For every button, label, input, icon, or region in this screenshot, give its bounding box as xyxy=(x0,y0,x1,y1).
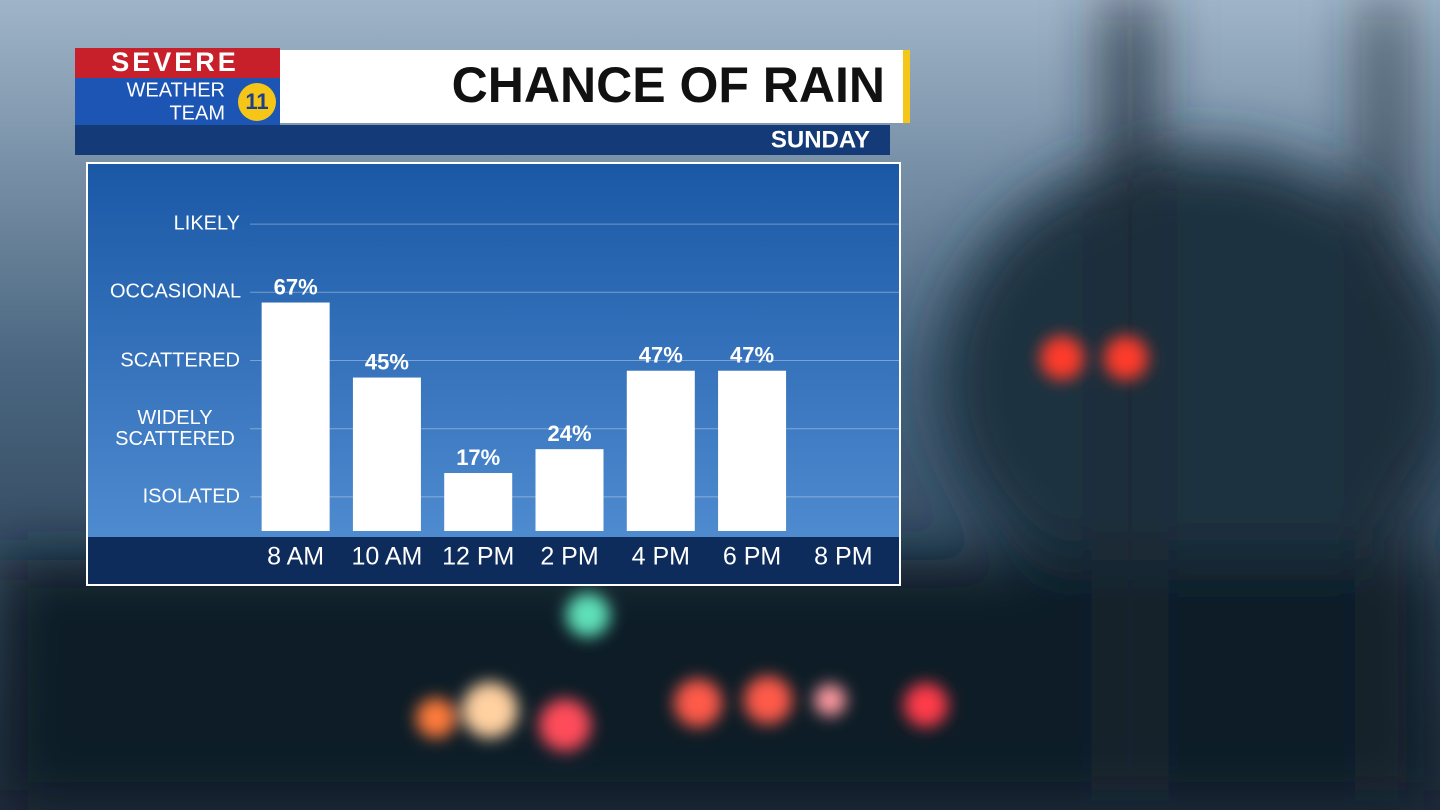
title-box xyxy=(280,50,905,123)
title-accent xyxy=(903,50,910,123)
bar xyxy=(352,377,421,531)
logo-badge xyxy=(238,83,276,121)
y-tick-label: LIKELY xyxy=(173,212,240,235)
bar xyxy=(626,370,695,531)
y-tick-label-box: SCATTERED xyxy=(90,350,240,371)
x-tick-label: 8 PM xyxy=(814,543,872,571)
data-label: 17% xyxy=(456,445,500,470)
y-tick-label: OCCASIONAL xyxy=(110,280,242,303)
logo-text: WEATHER xyxy=(126,79,225,101)
y-tick-label: ISOLATED xyxy=(142,485,240,508)
y-tick-label-box: WIDELY SCATTERED xyxy=(90,406,240,450)
data-label: 45% xyxy=(365,349,409,374)
x-tick-label: 8 AM xyxy=(267,543,324,571)
data-label: 67% xyxy=(274,274,318,299)
x-tick-label: 4 PM xyxy=(632,543,690,571)
logo-text: SEVERE xyxy=(111,47,239,77)
chart-title: CHANCE OF RAIN xyxy=(452,57,885,113)
y-tick-label-box: ISOLATED xyxy=(90,486,240,507)
bar xyxy=(535,449,604,531)
x-tick-label: 10 AM xyxy=(351,543,422,571)
y-tick-label-box: LIKELY xyxy=(90,212,240,235)
subtitle-bar xyxy=(75,125,890,155)
y-tick-label: WIDELY SCATTERED xyxy=(115,406,235,450)
bar xyxy=(261,302,330,531)
logo-red xyxy=(75,48,280,78)
bar xyxy=(444,473,513,531)
logo-badge-text: 11 xyxy=(245,89,268,114)
data-label: 24% xyxy=(547,421,591,446)
x-tick-label: 6 PM xyxy=(723,543,781,571)
y-tick-label: SCATTERED xyxy=(120,349,240,371)
x-tick-label: 12 PM xyxy=(442,543,514,571)
y-tick-label-box: OCCASIONAL xyxy=(90,280,242,303)
lights xyxy=(416,336,1148,751)
bar xyxy=(718,370,787,531)
logo-text: TEAM xyxy=(169,102,225,124)
x-axis-band xyxy=(88,537,899,584)
chart-subtitle: SUNDAY xyxy=(771,126,870,153)
data-label: 47% xyxy=(639,343,683,368)
data-label: 47% xyxy=(730,343,774,368)
x-tick-label: 2 PM xyxy=(540,543,598,571)
